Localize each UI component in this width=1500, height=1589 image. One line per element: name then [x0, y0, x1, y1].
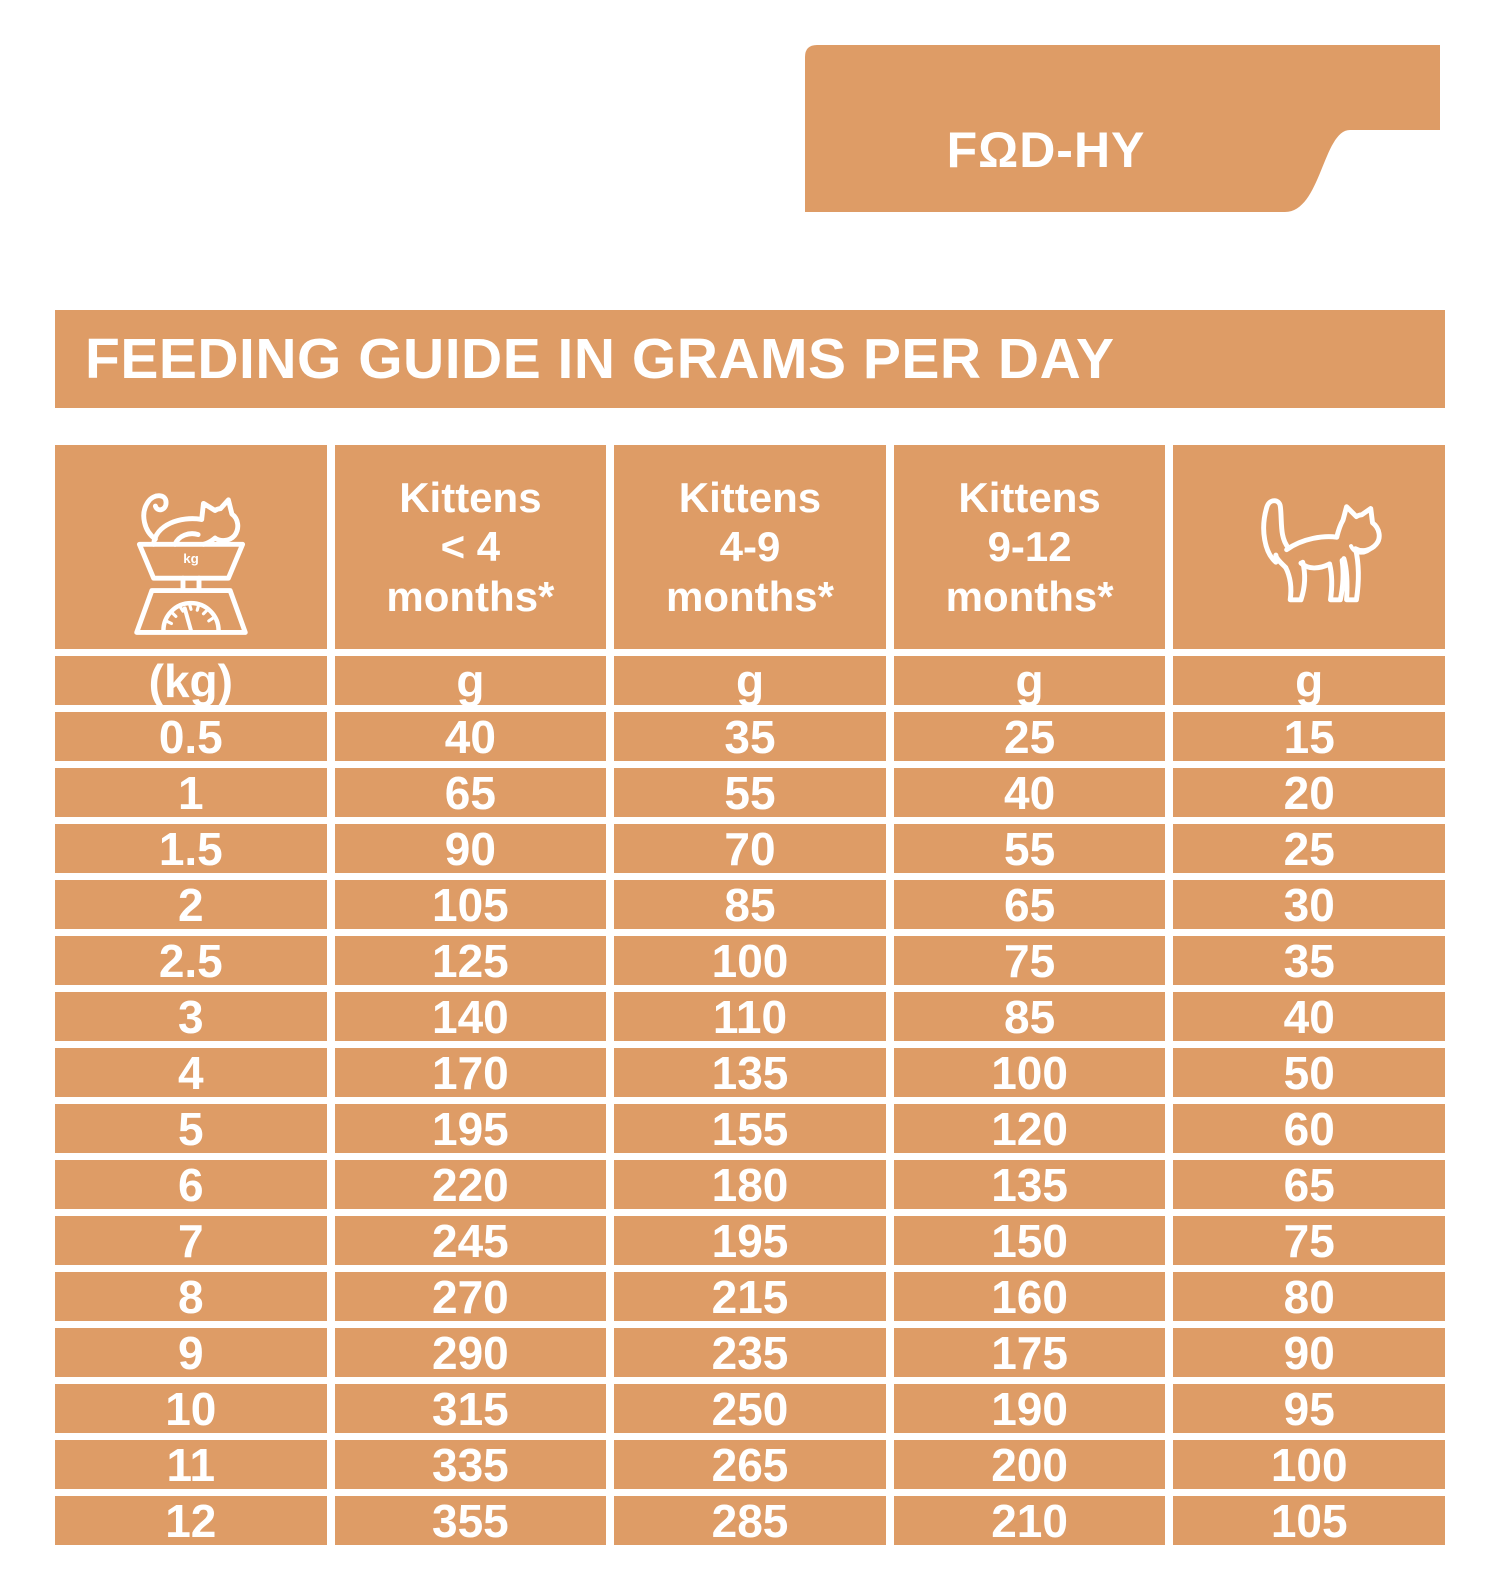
- grams-cell: 180: [614, 1160, 886, 1209]
- grams-cell: 100: [1173, 1440, 1445, 1489]
- grams-cell: 265: [614, 1440, 886, 1489]
- grams-cell: 355: [334, 1496, 607, 1545]
- grams-cell: 85: [893, 992, 1166, 1041]
- grams-cell: 75: [1173, 1216, 1445, 1265]
- grams-cell: 40: [1173, 992, 1445, 1041]
- weight-cell: 8: [55, 1272, 327, 1321]
- grams-cell: 90: [334, 824, 607, 873]
- grams-cell: 25: [1173, 824, 1445, 873]
- grams-cell: 40: [893, 768, 1166, 817]
- weight-cell: 1: [55, 768, 327, 817]
- weight-cell: 0.5: [55, 712, 327, 761]
- grams-cell: 150: [893, 1216, 1166, 1265]
- feeding-table: kg Kittens < 4 months* Kittens 4-9 month…: [55, 445, 1445, 1545]
- grams-cell: 55: [893, 824, 1166, 873]
- grams-cell: 50: [1173, 1048, 1445, 1097]
- brand-banner-shape: [805, 45, 1440, 212]
- grams-cell: 210: [893, 1496, 1166, 1545]
- adult-cat-column-header: [1173, 445, 1445, 649]
- grams-cell: 65: [893, 880, 1166, 929]
- grams-cell: 35: [1173, 936, 1445, 985]
- col-header-kittens-under-4-months: Kittens < 4 months*: [334, 445, 607, 649]
- grams-cell: 65: [1173, 1160, 1445, 1209]
- grams-cell: 290: [334, 1328, 607, 1377]
- grams-cell: 190: [893, 1384, 1166, 1433]
- grams-cell: 155: [614, 1104, 886, 1153]
- grams-cell: 270: [334, 1272, 607, 1321]
- weight-cell: 4: [55, 1048, 327, 1097]
- grams-cell: 135: [893, 1160, 1166, 1209]
- unit-cell-g: g: [1173, 656, 1445, 705]
- grams-cell: 65: [334, 768, 607, 817]
- col-header-kittens-9-12-months: Kittens 9-12 months*: [893, 445, 1166, 649]
- grams-cell: 100: [614, 936, 886, 985]
- feeding-guide-title: FEEDING GUIDE IN GRAMS PER DAY: [85, 327, 1115, 391]
- grams-cell: 195: [334, 1104, 607, 1153]
- grams-cell: 285: [614, 1496, 886, 1545]
- feeding-guide-title-bar: FEEDING GUIDE IN GRAMS PER DAY: [55, 310, 1445, 408]
- grams-cell: 215: [614, 1272, 886, 1321]
- grams-cell: 200: [893, 1440, 1166, 1489]
- unit-cell-kg: (kg): [55, 656, 327, 705]
- scale-kg-label: kg: [183, 551, 199, 566]
- weight-cell: 11: [55, 1440, 327, 1489]
- cat-on-weighing-scale-icon: kg: [134, 493, 248, 635]
- grams-cell: 15: [1173, 712, 1445, 761]
- grams-cell: 60: [1173, 1104, 1445, 1153]
- unit-cell-g: g: [893, 656, 1166, 705]
- grams-cell: 40: [334, 712, 607, 761]
- unit-cell-g: g: [614, 656, 886, 705]
- weight-cell: 12: [55, 1496, 327, 1545]
- grams-cell: 195: [614, 1216, 886, 1265]
- grams-cell: 95: [1173, 1384, 1445, 1433]
- grams-cell: 135: [614, 1048, 886, 1097]
- col-header-kittens-4-9-months: Kittens 4-9 months*: [614, 445, 886, 649]
- weight-cell: 10: [55, 1384, 327, 1433]
- grams-cell: 55: [614, 768, 886, 817]
- weight-cell: 3: [55, 992, 327, 1041]
- grams-cell: 110: [614, 992, 886, 1041]
- grams-cell: 245: [334, 1216, 607, 1265]
- grams-cell: 85: [614, 880, 886, 929]
- standing-cat-icon: [1261, 498, 1382, 603]
- grams-cell: 100: [893, 1048, 1166, 1097]
- grams-cell: 140: [334, 992, 607, 1041]
- weight-cell: 1.5: [55, 824, 327, 873]
- grams-cell: 315: [334, 1384, 607, 1433]
- grams-cell: 220: [334, 1160, 607, 1209]
- grams-cell: 235: [614, 1328, 886, 1377]
- weight-cell: 2: [55, 880, 327, 929]
- grams-cell: 80: [1173, 1272, 1445, 1321]
- grams-cell: 105: [1173, 1496, 1445, 1545]
- grams-cell: 20: [1173, 768, 1445, 817]
- grams-cell: 30: [1173, 880, 1445, 929]
- weight-cell: 2.5: [55, 936, 327, 985]
- weight-cell: 6: [55, 1160, 327, 1209]
- grams-cell: 105: [334, 880, 607, 929]
- grams-cell: 25: [893, 712, 1166, 761]
- weight-column-header: kg: [55, 445, 327, 649]
- grams-cell: 90: [1173, 1328, 1445, 1377]
- unit-cell-g: g: [334, 656, 607, 705]
- grams-cell: 125: [334, 936, 607, 985]
- grams-cell: 75: [893, 936, 1166, 985]
- weight-cell: 5: [55, 1104, 327, 1153]
- grams-cell: 335: [334, 1440, 607, 1489]
- weight-cell: 7: [55, 1216, 327, 1265]
- weight-cell: 9: [55, 1328, 327, 1377]
- grams-cell: 70: [614, 824, 886, 873]
- grams-cell: 35: [614, 712, 886, 761]
- grams-cell: 170: [334, 1048, 607, 1097]
- grams-cell: 175: [893, 1328, 1166, 1377]
- grams-cell: 250: [614, 1384, 886, 1433]
- grams-cell: 160: [893, 1272, 1166, 1321]
- grams-cell: 120: [893, 1104, 1166, 1153]
- brand-banner: FΩD-HY: [805, 45, 1440, 212]
- brand-logo: FΩD-HY: [946, 121, 1146, 178]
